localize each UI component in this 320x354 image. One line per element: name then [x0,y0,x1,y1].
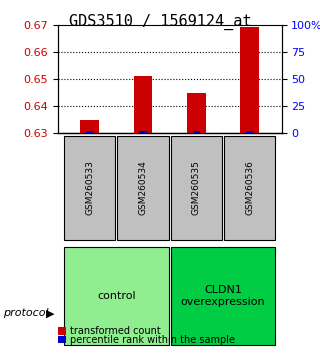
Bar [80,120,99,133]
Bar [193,131,200,133]
FancyBboxPatch shape [224,136,275,240]
Text: GSM260533: GSM260533 [85,160,94,215]
Text: ▶: ▶ [46,308,55,318]
FancyBboxPatch shape [64,136,115,240]
Text: GDS3510 / 1569124_at: GDS3510 / 1569124_at [69,14,251,30]
Text: GSM260536: GSM260536 [245,160,254,215]
Text: GSM260535: GSM260535 [192,160,201,215]
Text: percentile rank within the sample: percentile rank within the sample [70,335,236,345]
Bar [139,131,147,133]
Text: transformed count: transformed count [70,326,161,336]
Bar [86,131,93,133]
Text: GSM260534: GSM260534 [139,160,148,215]
FancyBboxPatch shape [171,247,275,345]
Bar [246,131,253,133]
Bar [240,28,259,133]
FancyBboxPatch shape [64,247,169,345]
Text: control: control [97,291,136,301]
Bar [187,93,205,133]
FancyBboxPatch shape [171,136,222,240]
Text: protocol: protocol [3,308,49,318]
Text: CLDN1
overexpression: CLDN1 overexpression [180,285,265,307]
Bar [133,76,152,133]
FancyBboxPatch shape [117,136,169,240]
